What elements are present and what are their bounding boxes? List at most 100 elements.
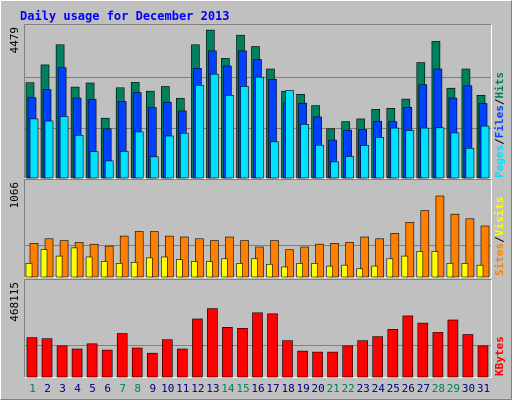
bar-visits-day-1: [25, 263, 33, 278]
bar-pages-day-15: [240, 86, 249, 179]
panel-middle: 1066: [8, 179, 492, 278]
panel-top: 4479: [8, 24, 492, 179]
x-tick-label: 24: [372, 382, 386, 395]
bar-sites-day-12: [195, 238, 204, 278]
bar-visits-day-11: [176, 259, 183, 278]
bar-sites-day-21: [330, 243, 339, 278]
bar-visits-day-16: [251, 258, 258, 278]
bar-kbytes-day-12: [192, 318, 203, 378]
x-tick-label: 29: [447, 382, 460, 395]
bar-visits-day-21: [326, 265, 333, 278]
bar-kbytes-day-5: [86, 343, 98, 378]
bar-sites-day-9: [150, 231, 159, 278]
bar-visits-day-24: [371, 265, 379, 278]
legend-kbytes: KBytes: [493, 336, 506, 376]
x-tick-label: 6: [104, 382, 111, 395]
bar-pages-day-23: [360, 145, 370, 179]
bar-sites-day-26: [405, 222, 415, 278]
x-tick-label: 15: [236, 382, 249, 395]
bar-pages-day-2: [44, 120, 54, 179]
bar-kbytes-day-18: [282, 340, 293, 378]
bar-kbytes-day-23: [357, 340, 369, 378]
x-tick-label: 13: [206, 382, 219, 395]
bar-pages-day-13: [210, 73, 219, 179]
bar-visits-day-8: [130, 262, 138, 278]
bar-kbytes-day-28: [432, 332, 444, 378]
bar-visits-day-19: [296, 263, 303, 278]
bar-pages-day-8: [134, 131, 144, 179]
bar-visits-day-12: [191, 261, 198, 278]
bar-pages-day-4: [74, 135, 84, 179]
bar-visits-day-22: [341, 264, 349, 278]
legend-entry: KBytes: [493, 336, 506, 376]
legend-entry: /: [493, 98, 506, 105]
bar-sites-day-1: [29, 243, 39, 278]
bar-kbytes-day-7: [116, 333, 128, 378]
bar-pages-day-25: [390, 127, 400, 179]
bar-kbytes-day-19: [297, 350, 308, 378]
x-tick-label: 26: [402, 382, 415, 395]
bar-kbytes-day-21: [327, 351, 338, 378]
bar-sites-day-27: [420, 210, 430, 278]
bar-visits-day-25: [386, 258, 394, 278]
x-tick-label: 25: [387, 382, 400, 395]
bar-kbytes-day-26: [402, 315, 414, 378]
x-tick-label: 9: [149, 382, 156, 395]
bar-visits-day-29: [446, 263, 454, 278]
legend-entry: Files: [493, 105, 506, 138]
legend-entry: /: [493, 138, 506, 145]
bar-pages-day-18: [285, 90, 294, 179]
bar-pages-day-11: [180, 133, 189, 179]
x-tick-label: 16: [251, 382, 264, 395]
bar-pages-day-19: [300, 124, 309, 179]
bar-pages-day-6: [104, 160, 114, 179]
bar-kbytes-day-27: [417, 322, 429, 378]
bar-kbytes-day-17: [267, 313, 278, 378]
chart-panels: 4479 1066 468115: [8, 24, 492, 378]
x-tick-label: 31: [477, 382, 490, 395]
bar-kbytes-day-4: [71, 348, 83, 378]
bar-sites-day-7: [119, 235, 129, 278]
bar-sites-day-29: [450, 213, 460, 278]
bar-kbytes-day-1: [26, 337, 38, 378]
bar-pages-day-17: [270, 141, 279, 179]
bar-pages-day-22: [345, 156, 355, 179]
bar-sites-day-23: [360, 236, 370, 278]
bar-kbytes-day-9: [147, 352, 158, 378]
bar-kbytes-day-11: [177, 348, 188, 378]
bar-kbytes-day-16: [252, 312, 263, 378]
x-tick-label: 23: [357, 382, 370, 395]
y-max-label-bottom: 468115: [8, 282, 21, 322]
bar-kbytes-day-14: [222, 326, 233, 378]
bar-sites-day-19: [300, 246, 309, 278]
bar-sites-day-18: [285, 249, 294, 278]
x-tick-label: 11: [176, 382, 189, 395]
bar-visits-day-23: [356, 268, 364, 278]
bar-pages-day-1: [29, 118, 39, 179]
bar-visits-day-3: [55, 255, 63, 278]
bar-pages-day-16: [255, 76, 264, 179]
x-tick-label: 22: [342, 382, 355, 395]
bar-kbytes-day-2: [41, 338, 53, 378]
x-tick-label: 20: [311, 382, 324, 395]
x-tick-label: 8: [134, 382, 141, 395]
x-tick-label: 7: [119, 382, 126, 395]
x-tick-label: 2: [44, 382, 51, 395]
bar-pages-day-30: [465, 148, 475, 179]
bar-sites-day-31: [480, 225, 490, 278]
bar-visits-day-10: [161, 256, 168, 278]
bar-visits-day-13: [206, 261, 213, 278]
bar-visits-day-27: [416, 251, 424, 278]
bar-visits-day-15: [236, 263, 243, 278]
chart-title: Daily usage for December 2013: [20, 9, 230, 23]
y-max-label-top: 4479: [8, 27, 21, 54]
bar-visits-day-5: [85, 256, 93, 278]
bar-kbytes-day-22: [342, 345, 354, 378]
x-tick-label: 5: [89, 382, 96, 395]
bar-kbytes-day-30: [462, 334, 474, 378]
panel-bottom: 468115: [8, 279, 492, 378]
bar-pages-day-29: [450, 132, 460, 179]
x-tick-label: 27: [417, 382, 430, 395]
bar-pages-day-21: [330, 161, 339, 179]
